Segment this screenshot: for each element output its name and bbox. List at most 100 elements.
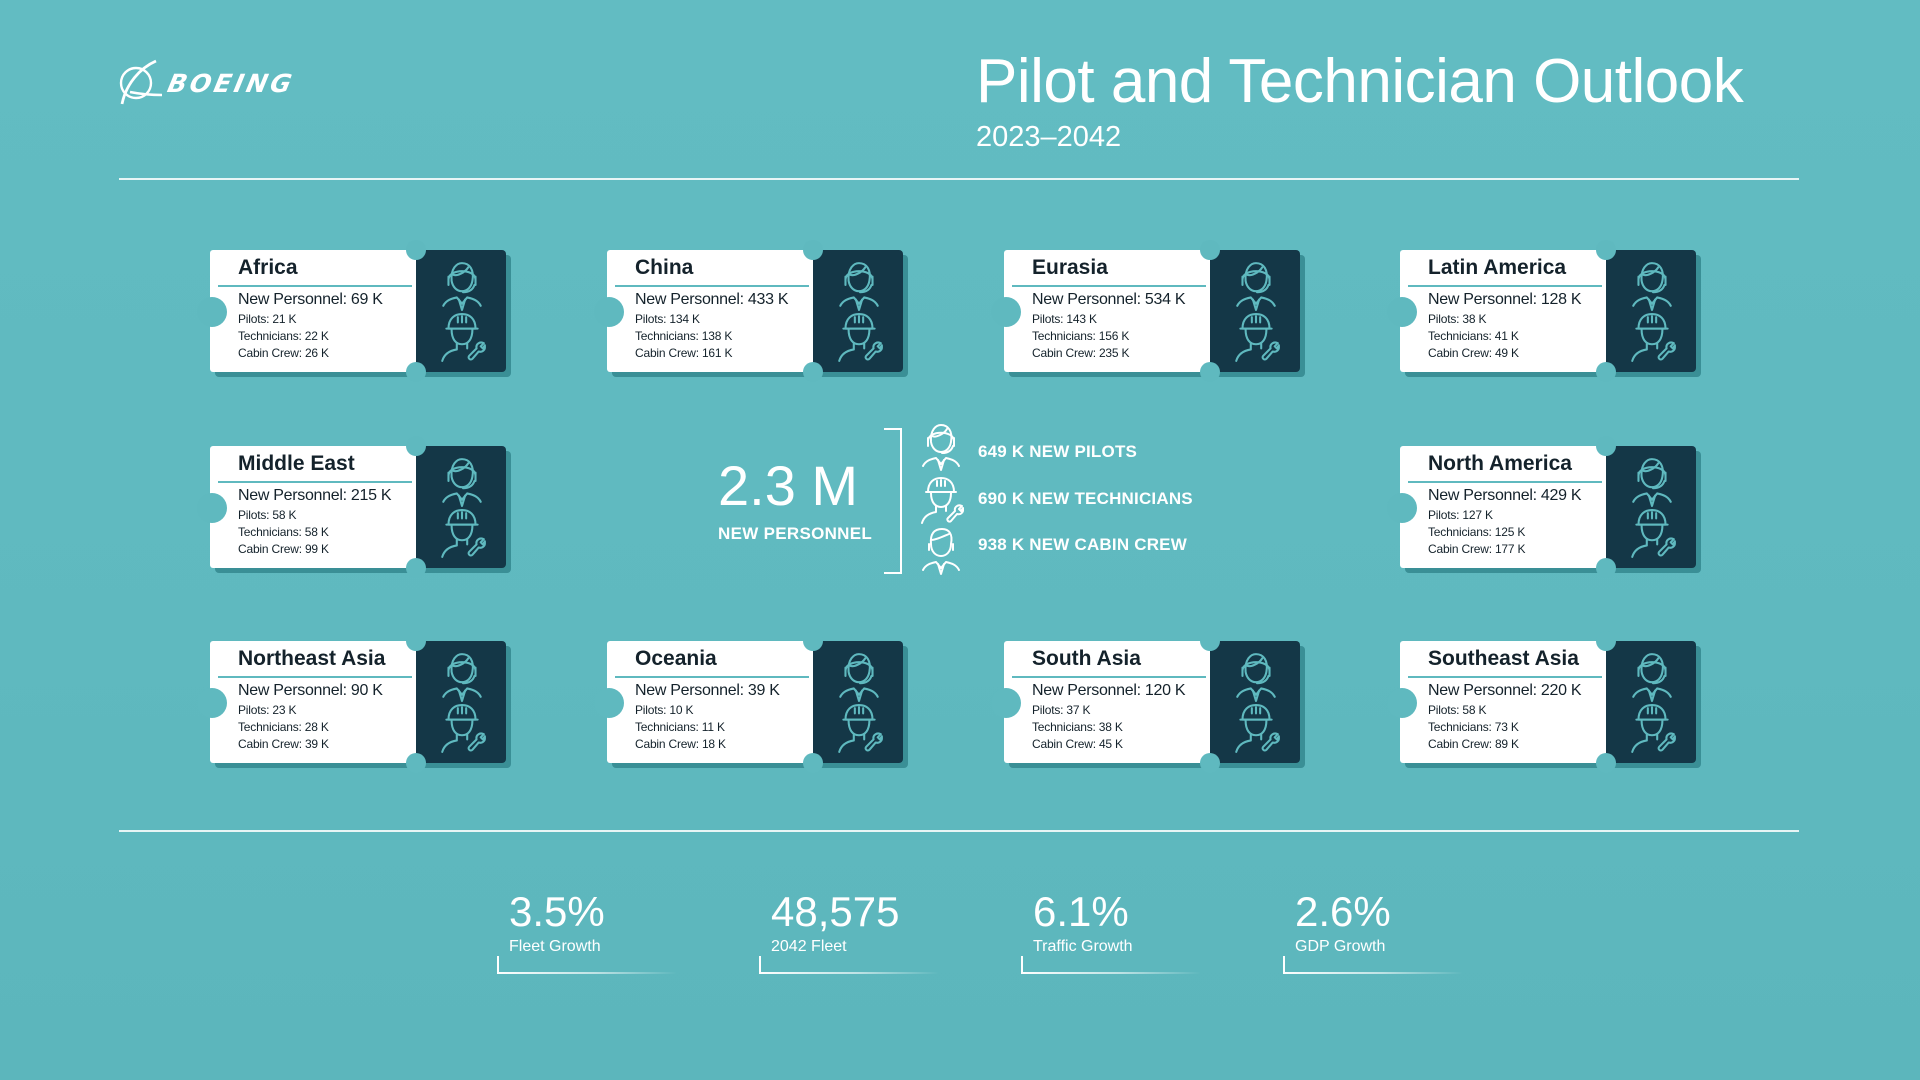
boeing-globe-icon <box>119 59 163 105</box>
pilots-count: Pilots: 58 K <box>1428 703 1487 717</box>
cabin-crew-count: Cabin Crew: 177 K <box>1428 542 1526 556</box>
ticket-notch-top <box>406 240 426 260</box>
new-personnel-total: New Personnel: 120 K <box>1032 682 1186 699</box>
region-name: Middle East <box>238 452 355 475</box>
region-underline <box>1408 676 1602 678</box>
region-card-middle-east: Middle East New Personnel: 215 K Pilots:… <box>197 436 511 578</box>
metric-value: 48,575 <box>771 888 900 935</box>
technicians-count: Technicians: 156 K <box>1032 329 1130 343</box>
cabin-crew-count: Cabin Crew: 89 K <box>1428 737 1519 751</box>
metric-label: Fleet Growth <box>509 938 601 955</box>
ticket-notch-top <box>406 436 426 456</box>
pilots-count: Pilots: 58 K <box>238 508 297 522</box>
region-name: North America <box>1428 452 1572 475</box>
ticket-notch-top <box>1596 631 1616 651</box>
cabin-crew-count: Cabin Crew: 45 K <box>1032 737 1123 751</box>
boeing-wordmark: BOEING <box>164 68 298 98</box>
pilot-icon <box>1623 651 1681 703</box>
pilot-icon <box>1227 651 1285 703</box>
ticket-notch-left <box>991 688 1021 718</box>
region-card-north-america: North America New Personnel: 429 K Pilot… <box>1387 436 1701 578</box>
metric-fleet-growth: 3.5% Fleet Growth <box>497 888 697 974</box>
card-body <box>607 250 813 372</box>
ticket-notch-top <box>1200 631 1220 651</box>
top-divider <box>119 178 1799 180</box>
pilot-icon <box>830 651 888 703</box>
region-underline <box>1408 481 1602 483</box>
new-personnel-total: New Personnel: 215 K <box>238 487 392 504</box>
boeing-logo: BOEING <box>116 58 298 108</box>
pilot-icon <box>830 260 888 312</box>
pilot-icon <box>433 651 491 703</box>
title-block: Pilot and Technician Outlook 2023–2042 <box>976 46 1744 154</box>
metric-traffic-growth: 6.1% Traffic Growth <box>1021 888 1221 974</box>
new-pilots-stat: 649 K NEW PILOTS <box>978 442 1138 461</box>
card-body <box>210 641 416 763</box>
region-name: Southeast Asia <box>1428 647 1579 670</box>
metric-underline <box>1283 972 1463 974</box>
ticket-notch-top <box>1596 240 1616 260</box>
ticket-notch-top <box>803 240 823 260</box>
cabin-crew-icon <box>918 526 964 576</box>
new-personnel-total: New Personnel: 90 K <box>238 682 383 699</box>
bottom-divider <box>119 830 1799 832</box>
ticket-notch-bottom <box>1200 362 1220 382</box>
metric-label: GDP Growth <box>1295 938 1386 955</box>
region-name: Eurasia <box>1032 256 1108 279</box>
technicians-count: Technicians: 28 K <box>238 720 329 734</box>
ticket-notch-left <box>991 297 1021 327</box>
pilot-icon <box>1623 260 1681 312</box>
region-card-eurasia: Eurasia New Personnel: 534 K Pilots: 143… <box>991 240 1305 382</box>
ticket-notch-left <box>197 493 227 523</box>
technicians-count: Technicians: 22 K <box>238 329 329 343</box>
region-name: China <box>635 256 694 279</box>
new-personnel-total: New Personnel: 39 K <box>635 682 780 699</box>
cabin-crew-count: Cabin Crew: 235 K <box>1032 346 1130 360</box>
page-subtitle: 2023–2042 <box>976 121 1122 153</box>
ticket-notch-bottom <box>1596 558 1616 578</box>
card-body <box>1004 250 1210 372</box>
region-card-south-asia: South Asia New Personnel: 120 K Pilots: … <box>991 631 1305 773</box>
region-name: Latin America <box>1428 256 1567 279</box>
technician-icon <box>918 476 964 526</box>
card-body <box>1400 446 1606 568</box>
metric-underline <box>759 972 939 974</box>
ticket-notch-bottom <box>1200 753 1220 773</box>
metric-underline <box>497 972 677 974</box>
ticket-notch-left <box>1387 688 1417 718</box>
ticket-notch-top <box>803 631 823 651</box>
new-personnel-total: New Personnel: 534 K <box>1032 291 1186 308</box>
cabin-crew-count: Cabin Crew: 26 K <box>238 346 329 360</box>
technician-icon <box>830 703 888 755</box>
pilots-count: Pilots: 127 K <box>1428 508 1493 522</box>
metric-label: Traffic Growth <box>1033 938 1133 955</box>
technicians-count: Technicians: 73 K <box>1428 720 1519 734</box>
ticket-notch-left <box>197 688 227 718</box>
region-card-china: China New Personnel: 433 K Pilots: 134 K… <box>594 240 908 382</box>
region-name: Oceania <box>635 647 717 670</box>
card-icons <box>827 651 891 755</box>
region-name: Africa <box>238 256 298 279</box>
region-card-oceania: Oceania New Personnel: 39 K Pilots: 10 K… <box>594 631 908 773</box>
card-icons <box>430 456 494 560</box>
ticket-notch-left <box>197 297 227 327</box>
pilots-count: Pilots: 10 K <box>635 703 694 717</box>
ticket-notch-bottom <box>803 362 823 382</box>
metric-corner-line <box>1283 956 1285 974</box>
region-underline <box>1012 676 1206 678</box>
technician-icon <box>433 703 491 755</box>
card-icons <box>1620 456 1684 560</box>
region-underline <box>615 285 809 287</box>
technician-icon <box>433 312 491 364</box>
cabin-crew-count: Cabin Crew: 49 K <box>1428 346 1519 360</box>
ticket-notch-left <box>594 297 624 327</box>
total-new-personnel: 2.3 M <box>718 454 859 517</box>
new-personnel-total: New Personnel: 220 K <box>1428 682 1582 699</box>
new-personnel-total: New Personnel: 128 K <box>1428 291 1582 308</box>
ticket-notch-bottom <box>1596 362 1616 382</box>
cabin-crew-count: Cabin Crew: 161 K <box>635 346 733 360</box>
region-underline <box>615 676 809 678</box>
page-title: Pilot and Technician Outlook <box>976 47 1744 116</box>
card-icons <box>827 260 891 364</box>
technicians-count: Technicians: 138 K <box>635 329 733 343</box>
